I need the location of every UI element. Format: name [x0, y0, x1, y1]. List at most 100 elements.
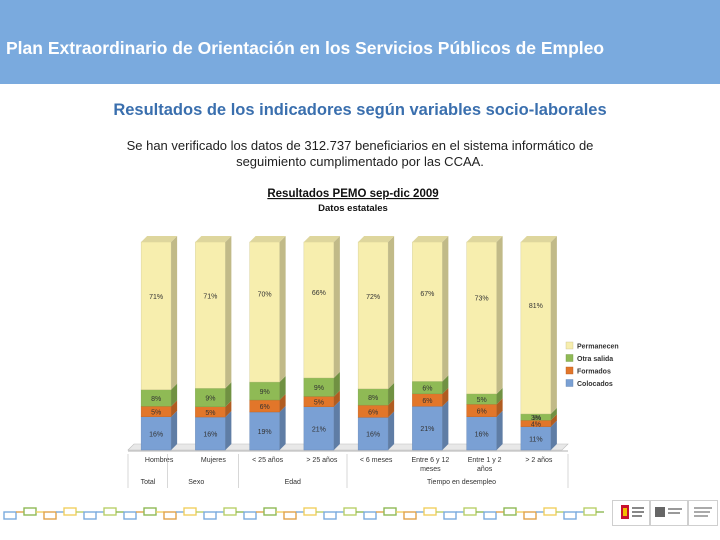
legend-swatch-3	[565, 379, 574, 387]
bar-permanecen-7	[520, 241, 552, 415]
bar-colocados-0	[140, 416, 172, 451]
chain-link	[483, 511, 497, 520]
bar-top-3	[303, 236, 340, 242]
bar-side-3-2	[279, 236, 286, 382]
bar-side-2-1	[225, 382, 232, 407]
data-label-colocados-0: 16%	[149, 431, 163, 438]
bar-side-1-1	[225, 400, 232, 418]
chain-link	[183, 507, 197, 516]
category-label-4-0: < 6 meses	[360, 457, 393, 464]
bar-top-7	[520, 236, 557, 242]
chain-link	[243, 511, 257, 520]
chain-link	[523, 511, 537, 520]
bar-side-1-4	[388, 399, 395, 418]
chart-floor	[127, 443, 569, 451]
data-label-otra-salida-1: 9%	[205, 395, 215, 402]
data-label-permanecen-2: 70%	[258, 291, 272, 298]
chain-link	[223, 507, 237, 516]
bar-colocados-4	[357, 417, 389, 451]
chain-link	[443, 511, 457, 520]
bar-side-0-7	[550, 420, 557, 450]
chain-link	[343, 507, 357, 516]
bar-side-2-5	[442, 375, 449, 394]
chart-title: Resultados PEMO sep-dic 2009	[267, 188, 438, 200]
bar-side-2-2	[279, 376, 286, 400]
chain-link	[263, 507, 277, 516]
data-label-permanecen-4: 72%	[366, 294, 380, 301]
bar-top-2	[249, 236, 286, 242]
chain-link	[143, 507, 157, 516]
chain-link	[43, 511, 57, 520]
chain-link	[583, 507, 597, 516]
group-label-1: Sexo	[188, 479, 204, 486]
chain-link	[423, 507, 437, 516]
category-label-1-0: Mujeres	[201, 457, 226, 464]
chain-link	[163, 511, 177, 520]
category-label-3-0: > 25 años	[306, 457, 337, 464]
section-subtitle: Resultados de los indicadores según vari…	[113, 101, 607, 119]
bar-top-6	[466, 236, 503, 242]
bar-top-4	[358, 236, 395, 242]
chain-link	[283, 511, 297, 520]
data-label-otra-salida-2: 9%	[260, 389, 270, 396]
data-label-permanecen-0: 71%	[149, 294, 163, 301]
decorative-chain-band	[3, 507, 604, 520]
data-label-formados-0: 5%	[151, 410, 161, 417]
bar-side-2-3	[333, 371, 340, 397]
data-label-colocados-7: 11%	[529, 436, 543, 443]
category-label-5-0: Entre 6 y 12	[412, 457, 450, 464]
data-label-permanecen-7: 81%	[529, 303, 543, 310]
bar-side-0-0	[171, 410, 178, 450]
government-crest-logo	[612, 500, 650, 526]
bar-side-1-3	[333, 390, 340, 407]
bar-side-2-6	[496, 387, 503, 405]
category-label-6-1: años	[477, 466, 493, 473]
legend-label-3: Colocados	[577, 381, 613, 388]
legend-label-0: Permanecen	[577, 344, 619, 351]
bar-permanecen-5	[412, 241, 443, 382]
bar-permanecen-1	[195, 241, 226, 389]
chain-link	[383, 507, 397, 516]
group-label-3: Tiempo en desempleo	[427, 479, 496, 486]
bar-side-0-6	[496, 410, 503, 450]
legend-swatch-0	[565, 341, 574, 350]
ministry-logo	[650, 500, 688, 526]
chain-link	[503, 507, 517, 516]
data-label-formados-3: 5%	[314, 400, 324, 407]
bar-permanecen-3	[303, 241, 335, 379]
category-label-2-0: < 25 años	[252, 457, 283, 464]
chain-link	[123, 511, 137, 520]
page-title: Plan Extraordinario de Orientación en lo…	[6, 38, 605, 58]
category-label-0-0: Hombres	[145, 457, 174, 464]
data-label-colocados-1: 16%	[203, 432, 217, 439]
data-label-otra-salida-5: 6%	[422, 386, 432, 393]
bar-side-0-5	[442, 400, 449, 450]
chain-link	[543, 507, 557, 516]
data-label-formados-2: 6%	[260, 404, 270, 411]
bar-side-3-3	[333, 236, 340, 378]
bar-side-0-3	[333, 400, 340, 450]
bar-side-3-7	[550, 236, 557, 414]
data-label-permanecen-6: 73%	[475, 296, 489, 303]
chain-link	[563, 511, 577, 520]
chain-link	[203, 511, 217, 520]
bar-side-1-6	[496, 398, 503, 417]
data-label-formados-6: 6%	[477, 408, 487, 415]
bar-side-1-5	[442, 387, 449, 407]
ministry-icon	[655, 507, 682, 517]
crest-icon	[621, 505, 644, 519]
data-label-formados-1: 5%	[205, 410, 215, 417]
agency-logo	[688, 500, 718, 526]
group-label-2: Edad	[285, 479, 301, 486]
data-label-permanecen-3: 66%	[312, 290, 326, 297]
chain-link	[303, 507, 317, 516]
bar-top-5	[412, 236, 449, 242]
bar-colocados-6	[466, 416, 497, 451]
legend-swatch-1	[565, 354, 574, 362]
chart-subtitle: Datos estatales	[318, 203, 388, 214]
data-label-extra-last: 3%	[533, 416, 542, 422]
legend-label-1: Otra salida	[577, 356, 613, 363]
bar-side-3-4	[388, 236, 395, 389]
bar-side-3-5	[442, 236, 449, 382]
